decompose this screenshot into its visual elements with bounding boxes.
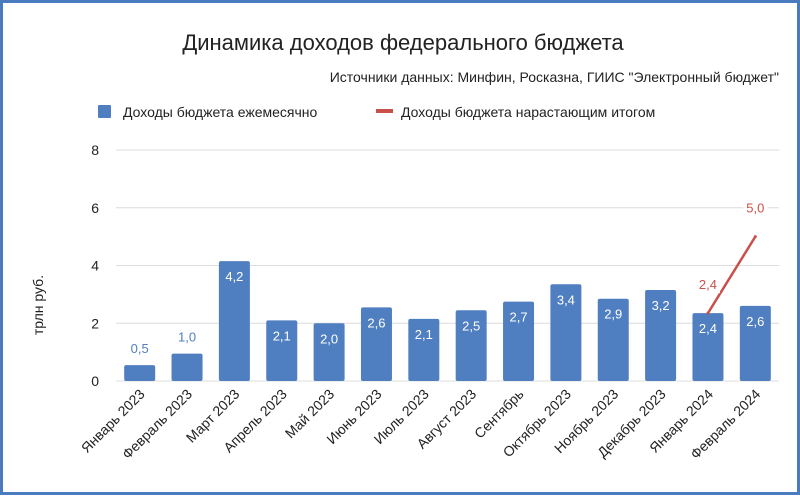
bar-data-label: 2,0: [320, 331, 338, 346]
bar-data-label: 2,1: [273, 328, 291, 343]
bar: [597, 298, 629, 381]
bar: [266, 320, 298, 381]
bar: [171, 353, 203, 381]
line-point: [753, 235, 757, 239]
y-ticks: 0 2 4 6 8: [91, 142, 99, 389]
y-tick-label: 0: [91, 373, 99, 389]
bar-data-label: 2,9: [604, 307, 622, 322]
y-tick-label: 6: [91, 200, 99, 216]
bar: [645, 290, 677, 381]
bar-data-label: 0,5: [131, 341, 149, 356]
line-point: [706, 311, 710, 315]
line-data-label: 2,4: [699, 277, 717, 292]
grid-layer: [116, 149, 779, 382]
chart-title: Динамика доходов федерального бюджета: [182, 30, 624, 55]
line-label-background: [743, 199, 768, 217]
legend-label-bars: Доходы бюджета ежемесячно: [123, 104, 318, 120]
bar-data-label: 2,5: [462, 318, 480, 333]
chart-svg: Динамика доходов федерального бюджета Ис…: [30, 30, 779, 462]
y-tick-label: 8: [91, 142, 99, 158]
bar: [455, 310, 487, 381]
bar-data-label: 3,4: [557, 292, 575, 307]
y-tick-label: 2: [91, 315, 99, 331]
cumulative-series-line: [706, 235, 757, 314]
bar: [503, 301, 535, 381]
bar: [313, 323, 345, 381]
bar-data-label: 2,6: [367, 315, 385, 330]
bar: [124, 365, 156, 381]
legend: Доходы бюджета ежемесячно Доходы бюджета…: [98, 104, 655, 120]
data-labels: 0,5 1,0 4,2 2,1 2,0 2,6 2,1 2,5 2,7 3,4 2,9 3,2 2,4 2…: [131, 199, 768, 356]
bar: [550, 284, 582, 381]
legend-label-line: Доходы бюджета нарастающим итогом: [401, 104, 655, 120]
bar: [360, 307, 392, 381]
line-data-label: 5,0: [746, 201, 764, 216]
bar: [218, 261, 250, 381]
bar: [408, 318, 440, 381]
legend-swatch-line: [376, 109, 393, 113]
bar-data-label: 2,1: [415, 327, 433, 342]
line-label-background: [695, 276, 720, 294]
legend-swatch-bars: [98, 105, 111, 118]
bar-data-label: 1,0: [178, 330, 196, 345]
bar-data-label: 4,2: [225, 269, 243, 284]
bar-data-label: 2,7: [509, 310, 527, 325]
cumulative-line: [706, 235, 757, 315]
bar-data-label: 3,2: [652, 298, 670, 313]
y-tick-label: 4: [91, 258, 99, 274]
bar: [739, 305, 771, 381]
bars: [124, 261, 771, 381]
y-axis-label: трлн руб.: [30, 275, 46, 335]
bar: [692, 313, 724, 381]
bar-data-label: 2,6: [746, 314, 764, 329]
chart-subtitle: Источники данных: Минфин, Росказна, ГИИС…: [330, 69, 779, 85]
bar-data-label: 2,4: [699, 321, 717, 336]
